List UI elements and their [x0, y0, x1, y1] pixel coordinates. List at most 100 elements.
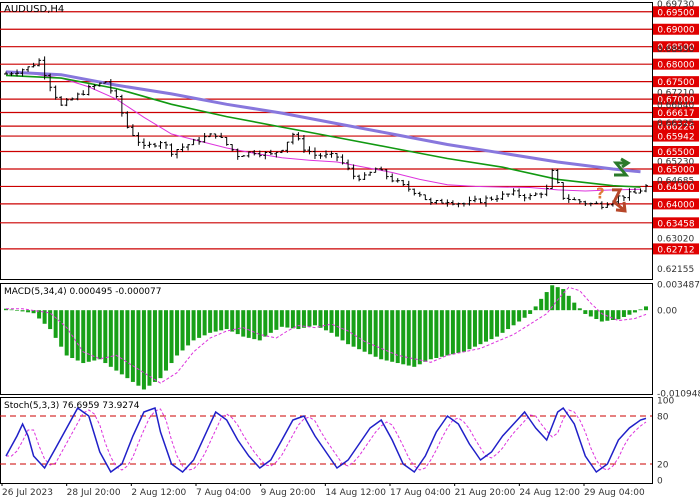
price-bar: [368, 171, 373, 176]
price-bar: [489, 196, 494, 201]
price-bar: [136, 132, 141, 146]
macd-histogram-bar: [75, 310, 80, 361]
level-badge: [653, 198, 699, 210]
price-bar: [42, 56, 47, 80]
macd-histogram-bar: [37, 310, 42, 319]
macd-histogram-bar: [599, 310, 604, 322]
x-tick-label: 17 Aug 04:00: [390, 488, 451, 498]
price-bar: [246, 151, 251, 158]
macd-histogram-bar: [224, 310, 229, 330]
price-bar: [180, 143, 185, 152]
x-tick-label: 9 Aug 20:00: [261, 488, 316, 498]
macd-histogram-bar: [561, 289, 566, 311]
price-bar: [627, 188, 632, 201]
level-badge: [653, 93, 699, 105]
level-badge: [653, 243, 699, 255]
price-bar: [638, 188, 643, 194]
macd-histogram-bar: [450, 310, 455, 355]
stoch-tick-label: 80: [657, 413, 669, 423]
macd-histogram-bar: [108, 310, 113, 367]
macd-histogram-bar: [130, 310, 135, 382]
price-bar: [522, 193, 527, 202]
price-bar: [450, 200, 455, 206]
macd-histogram-bar: [467, 310, 472, 350]
macd-histogram-bar: [401, 310, 406, 365]
macd-label: MACD(5,34,4) 0.000495 -0.000077: [4, 287, 161, 297]
price-bar: [169, 143, 174, 157]
price-bar: [467, 196, 472, 206]
macd-histogram-bar: [472, 310, 477, 347]
level-badge: [653, 120, 699, 132]
macd-histogram-bar: [583, 310, 588, 314]
macd-panel: 0.003487 0.00 -0.010948: [4, 280, 700, 399]
price-bar: [379, 166, 384, 171]
price-bar: [445, 199, 450, 207]
price-tick-label: 0.67210: [657, 88, 694, 98]
macd-histogram-bar: [219, 310, 224, 331]
price-bar: [81, 90, 86, 96]
macd-histogram-bar: [20, 310, 25, 312]
stochastic-panel: 100 80 20 0: [0, 397, 674, 487]
price-bar: [59, 96, 64, 106]
level-label: 0.64500: [657, 183, 694, 193]
macd-histogram-bar: [186, 310, 191, 346]
macd-histogram-bar: [428, 310, 433, 360]
macd-histogram-bar: [274, 310, 279, 330]
price-bar: [130, 124, 135, 137]
price-bar: [621, 195, 626, 202]
level-label: 0.67500: [657, 78, 694, 88]
price-bar: [290, 132, 295, 145]
level-badge: [653, 76, 699, 88]
level-badge: [653, 217, 699, 229]
macd-histogram-bar: [417, 310, 422, 365]
macd-histogram-bar: [340, 310, 345, 341]
macd-histogram-bar: [550, 285, 555, 311]
macd-histogram-bar: [4, 308, 8, 311]
price-bar: [439, 198, 444, 204]
macd-histogram-bar: [53, 310, 58, 338]
price-bar: [428, 197, 433, 205]
price-bar: [147, 141, 152, 148]
price-bar: [423, 194, 428, 201]
macd-histogram-bar: [495, 310, 500, 337]
price-bar: [279, 149, 284, 154]
macd-histogram-bar: [164, 310, 168, 371]
level-label: 0.69500: [657, 8, 694, 18]
level-label: 0.68500: [657, 43, 694, 53]
macd-histogram-bar: [318, 310, 323, 328]
macd-signal-line: [6, 286, 647, 384]
price-bar: [191, 138, 196, 146]
macd-histogram-bar: [346, 310, 351, 345]
macd-histogram-bar: [92, 310, 97, 361]
macd-histogram-bar: [456, 310, 461, 353]
macd-histogram-bar: [373, 310, 378, 357]
price-bar: [296, 132, 301, 141]
price-bar: [186, 144, 191, 151]
macd-histogram-bar: [97, 310, 102, 360]
level-badge: [653, 130, 699, 142]
price-bar: [197, 137, 202, 145]
level-label: 0.62712: [657, 245, 694, 255]
macd-histogram-bar: [285, 310, 290, 328]
price-bar: [550, 168, 555, 190]
macd-histogram-bar: [528, 310, 533, 314]
macd-histogram-bar: [390, 310, 395, 362]
main-panel-frame: [0, 2, 653, 280]
price-bar: [456, 202, 461, 208]
price-bar: [335, 153, 340, 162]
level-badge: [653, 58, 699, 70]
price-tick-label: 0.64685: [657, 176, 694, 186]
macd-histogram-bar: [180, 310, 185, 351]
x-tick-label: 26 Jul 2023: [2, 488, 53, 498]
level-label: 0.64000: [657, 200, 694, 210]
price-bar: [307, 146, 312, 155]
macd-histogram-bar: [64, 310, 69, 356]
macd-histogram-bar: [42, 310, 47, 324]
macd-tick-label: 0.00: [657, 307, 677, 317]
stoch-tick-label: 100: [657, 397, 674, 407]
macd-histogram-bar: [632, 310, 637, 313]
price-bar: [219, 132, 224, 139]
macd-histogram-bar: [252, 310, 257, 340]
question-mark: ?: [596, 185, 605, 203]
macd-histogram-bar: [312, 310, 317, 326]
